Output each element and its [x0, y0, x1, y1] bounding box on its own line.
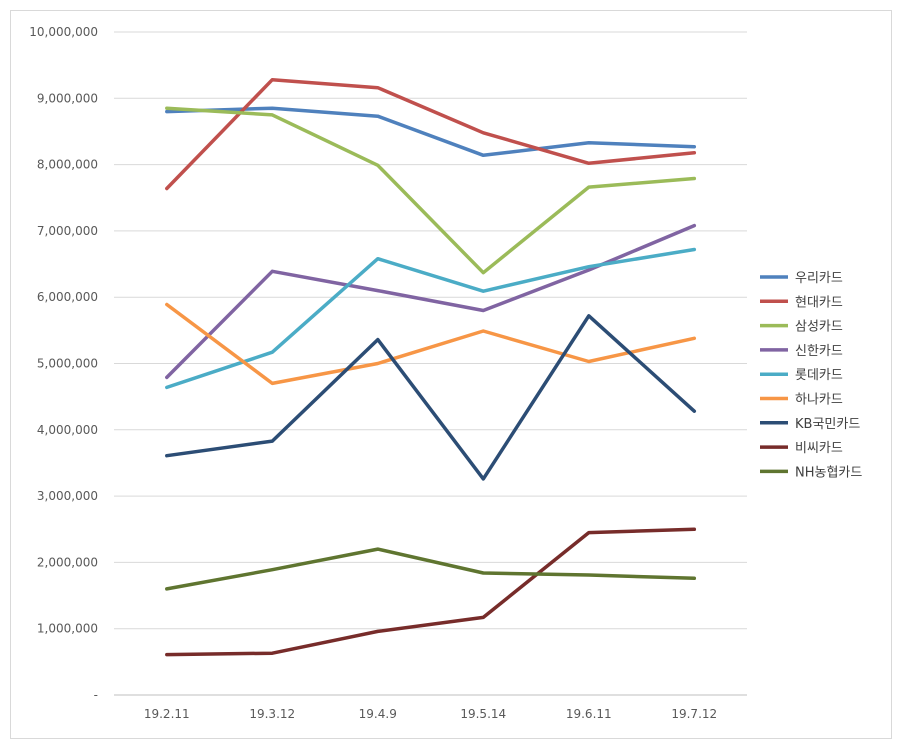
series-line: [165, 77, 697, 191]
series-line: [165, 106, 697, 275]
x-tick-label: 19.2.11: [144, 707, 190, 721]
y-tick-label: 8,000,000: [37, 158, 98, 172]
gridlines: [114, 31, 747, 696]
series-line: [165, 302, 697, 386]
chart-frame: [10, 10, 892, 739]
y-tick-label: 4,000,000: [37, 423, 98, 437]
series-line: [165, 106, 697, 158]
legend-label: 삼성카드: [795, 320, 843, 335]
y-tick-label: 6,000,000: [37, 290, 98, 304]
legend-label: 비씨카드: [795, 441, 843, 456]
series-line: [165, 314, 697, 481]
y-tick-label: 10,000,000: [29, 25, 98, 39]
x-tick-label: 19.7.12: [671, 707, 717, 721]
x-tick-label: 19.5.14: [460, 707, 506, 721]
x-axis: 19.2.11 19.3.12 19.4.9 19.5.14 19.6.11 19.7.1…: [144, 707, 717, 721]
x-tick-label: 19.3.12: [249, 707, 295, 721]
y-tick-label: 9,000,000: [37, 91, 98, 105]
y-tick-label: 3,000,000: [37, 489, 98, 503]
y-tick-label: 7,000,000: [37, 224, 98, 238]
x-tick-label: 19.4.9: [359, 707, 397, 721]
x-tick-label: 19.6.11: [566, 707, 612, 721]
y-axis: - 1,000,000 2,000,000 3,000,000 4,000,000 5,0…: [29, 25, 98, 702]
legend-label: 하나카드: [795, 393, 843, 408]
y-tick-label: 1,000,000: [37, 622, 98, 636]
series-line: [165, 247, 697, 390]
y-tick-label: -: [94, 688, 98, 702]
legend-label: 신한카드: [795, 344, 843, 359]
legend-label: 우리카드: [795, 271, 843, 286]
legend-label: NH농협카드: [795, 465, 862, 480]
legend-label: KB국민카드: [795, 417, 860, 432]
y-tick-label: 2,000,000: [37, 555, 98, 569]
series-line: [165, 527, 697, 657]
series-line: [165, 547, 697, 591]
y-tick-label: 5,000,000: [37, 357, 98, 371]
legend-label: 롯데카드: [795, 368, 843, 383]
series-lines: [165, 77, 697, 657]
legend-label: 현대카드: [795, 295, 843, 310]
